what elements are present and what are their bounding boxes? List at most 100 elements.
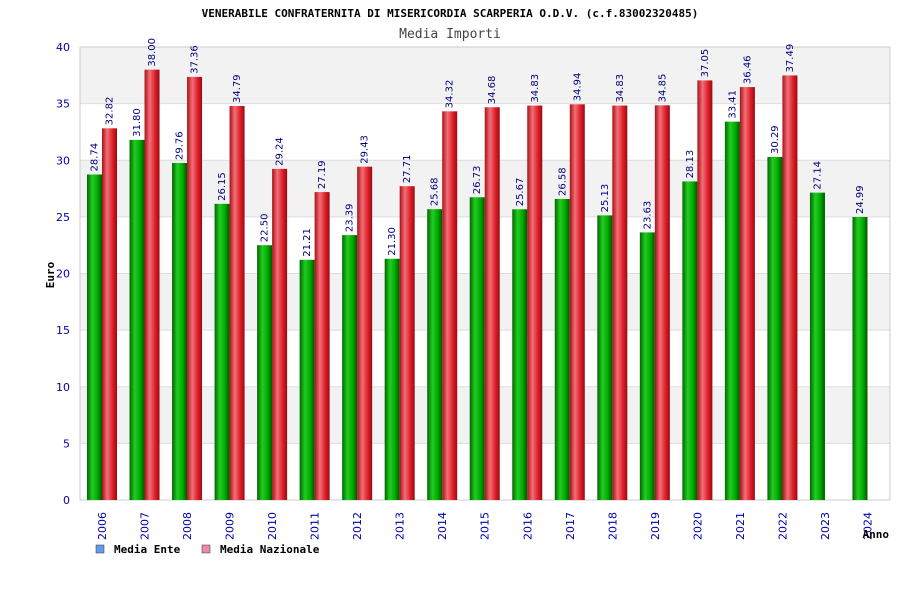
bar-ente [469,197,485,500]
value-label-nazionale: 32.82 [105,97,116,126]
y-tick-label: 40 [56,41,70,54]
bar-ente [597,215,613,500]
value-label-nazionale: 37.36 [190,45,201,74]
value-label-ente: 27.14 [812,161,823,190]
x-tick-label: 2011 [309,512,322,540]
bar-nazionale [527,105,543,501]
value-label-nazionale: 27.71 [402,155,413,184]
value-label-ente: 33.41 [727,90,738,119]
x-axis-ticks: 2006 2007 2008 2009 2010 2011 2012 2013 2014 2015… [96,512,874,540]
bar-nazionale [654,105,670,500]
bar-nazionale [782,75,798,500]
legend: Media Ente Media Nazionale [95,543,320,556]
value-label-ente: 24.99 [855,185,866,214]
x-tick-label: 2006 [96,512,109,540]
bar-nazionale [399,186,415,500]
value-label-ente: 25.13 [600,184,611,213]
bar-nazionale [229,106,245,501]
value-labels: 28.74 32.82 31.80 38.00 29.76 37.36 26.15 34.79… [90,38,866,257]
bar-nazionale [314,192,330,501]
bar-nazionale [144,69,160,501]
bar-nazionale [569,104,585,500]
bar-ente [512,209,528,501]
x-axis-label: Anno [863,528,890,541]
bar-nazionale [187,76,203,500]
value-label-nazionale: 34.83 [530,74,541,103]
x-tick-label: 2023 [819,512,832,540]
x-tick-label: 2008 [181,512,194,540]
value-label-nazionale: 34.85 [657,74,668,103]
value-label-nazionale: 37.05 [700,49,711,78]
legend-label-nazionale: Media Nazionale [220,543,320,556]
value-label-ente: 25.68 [430,178,441,207]
x-tick-label: 2007 [139,512,152,540]
bars [87,69,868,501]
value-label-nazionale: 29.43 [360,135,371,164]
value-label-ente: 21.30 [387,227,398,256]
x-tick-label: 2020 [691,512,704,540]
bar-ente [767,156,783,500]
chart-subtitle: Media Importi [399,27,501,42]
x-tick-label: 2009 [224,512,237,540]
y-tick-label: 5 [63,437,70,450]
x-tick-label: 2012 [351,512,364,540]
value-label-nazionale: 34.83 [615,74,626,103]
x-tick-label: 2021 [734,512,747,540]
value-label-ente: 21.21 [302,228,313,257]
value-label-ente: 26.15 [217,172,228,201]
y-tick-label: 30 [56,154,70,167]
bar-ente [129,139,145,501]
value-label-ente: 23.39 [345,203,356,232]
bar-nazionale [484,107,500,501]
value-label-ente: 28.13 [685,150,696,179]
y-tick-label: 35 [56,98,70,111]
bar-ente [427,209,443,500]
y-tick-label: 15 [56,324,70,337]
y-axis-ticks: 0 5 10 15 20 25 30 35 40 [56,41,70,507]
y-tick-label: 20 [56,268,70,281]
legend-label-ente: Media Ente [114,543,181,556]
chart-title: VENERABILE CONFRATERNITA DI MISERICORDIA… [202,7,699,20]
value-label-ente: 26.73 [472,166,483,195]
value-label-nazionale: 34.68 [487,76,498,105]
value-label-ente: 26.58 [557,167,568,196]
bar-nazionale [442,111,458,501]
bar-ente [809,192,825,500]
bar-ente [554,198,570,500]
value-label-nazionale: 34.94 [572,73,583,102]
x-tick-label: 2017 [564,512,577,540]
legend-swatch-ente [95,544,105,554]
y-axis-label: Euro [44,261,57,288]
bar-ente [639,232,655,500]
bar-nazionale [357,166,373,500]
bar-ente [172,162,188,500]
x-tick-label: 2010 [266,512,279,540]
y-tick-label: 25 [56,211,70,224]
value-label-ente: 28.74 [90,143,101,172]
bar-nazionale [272,168,288,500]
x-tick-label: 2013 [394,512,407,540]
bar-ente [257,245,273,500]
value-label-nazionale: 34.32 [445,80,456,109]
value-label-nazionale: 37.49 [785,44,796,73]
value-label-ente: 31.80 [132,108,143,137]
value-label-nazionale: 29.24 [275,137,286,166]
bar-ente [724,121,740,501]
bar-ente [682,181,698,501]
x-tick-label: 2015 [479,512,492,540]
bar-ente [299,259,315,500]
y-tick-label: 10 [56,381,70,394]
x-tick-label: 2018 [606,512,619,540]
value-label-ente: 23.63 [642,201,653,230]
value-label-nazionale: 36.46 [742,55,753,84]
value-label-ente: 25.67 [515,178,526,207]
legend-swatch-nazionale [201,544,211,554]
bar-ente [384,258,400,500]
bar-ente [214,203,230,500]
band-7 [80,47,890,104]
y-tick-label: 0 [63,494,70,507]
value-label-ente: 22.50 [260,214,271,243]
value-label-nazionale: 27.19 [317,160,328,189]
bar-ente [852,216,868,500]
